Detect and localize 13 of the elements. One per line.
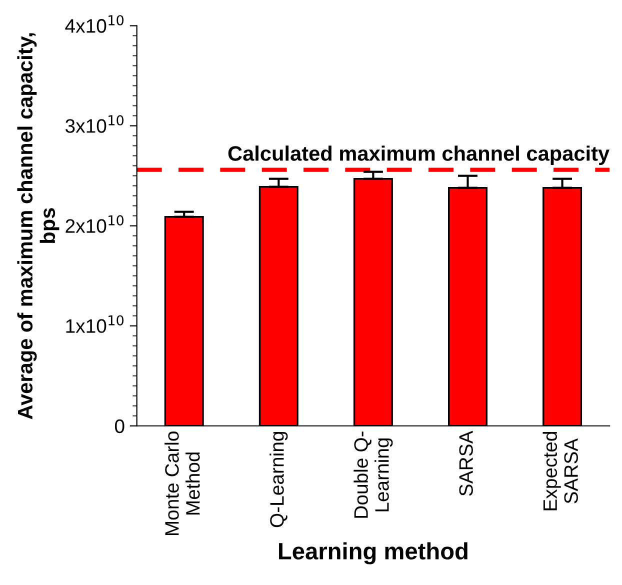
- y-tick-label: 1x10$^{10}$: [66, 315, 124, 333]
- y-tick-label: 3x10$^{10}$: [66, 115, 124, 133]
- y-tick-label: 2x10$^{10}$: [66, 215, 124, 233]
- x-tick-label: Monte Carlo Method: [164, 432, 200, 536]
- x-tick-label: Q-Learning: [270, 432, 288, 528]
- x-tick-label: SARSA: [459, 430, 473, 496]
- x-tick-label: Double Q- Learning: [354, 432, 393, 518]
- y-tick-label: 4x10$^{10}$: [65, 15, 124, 33]
- x-tick-label: Expected SARSA: [542, 432, 578, 510]
- y-axis-title: Average of maximum channel capacity, bps: [17, 33, 60, 420]
- x-axis-title: Learning method: [279, 542, 468, 564]
- y-tick-label: 0: [114, 419, 124, 434]
- ref-line-label: Calculated maximum channel capacity: [228, 146, 610, 165]
